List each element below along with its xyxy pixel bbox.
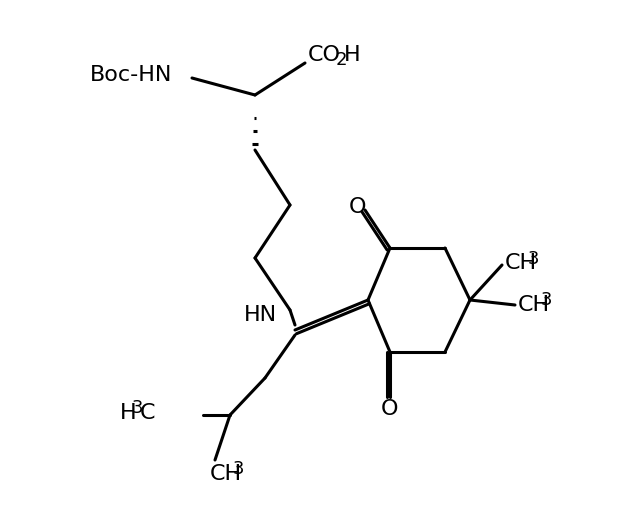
Text: 3: 3 [233,460,244,478]
Text: 3: 3 [541,291,553,309]
Text: 3: 3 [528,250,539,268]
Text: HN: HN [244,305,277,325]
Text: H: H [344,45,361,65]
Text: CO: CO [308,45,341,65]
Text: O: O [349,197,367,217]
Text: CH: CH [505,253,537,273]
Text: H: H [120,403,137,423]
Text: C: C [140,403,156,423]
Text: CH: CH [518,295,550,315]
Text: CH: CH [210,464,242,484]
Text: Boc-HN: Boc-HN [90,65,172,85]
Text: 3: 3 [132,399,144,417]
Text: O: O [381,399,399,419]
Text: 2: 2 [336,51,348,69]
